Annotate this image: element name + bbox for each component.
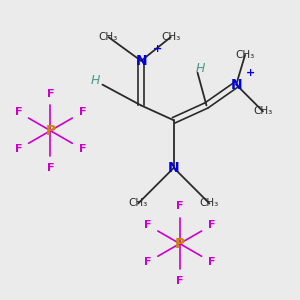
Text: F: F <box>79 144 86 154</box>
Text: +: + <box>153 44 162 54</box>
Text: CH₃: CH₃ <box>253 106 273 116</box>
Text: N: N <box>168 161 180 175</box>
Text: F: F <box>79 107 86 117</box>
Text: CH₃: CH₃ <box>128 199 148 208</box>
Text: F: F <box>176 202 184 212</box>
Text: F: F <box>144 220 151 230</box>
Text: CH₃: CH₃ <box>236 50 255 60</box>
Text: H: H <box>90 74 100 87</box>
Text: P: P <box>45 124 56 138</box>
Text: +: + <box>246 68 255 78</box>
Text: N: N <box>135 54 147 68</box>
Text: N: N <box>230 78 242 92</box>
Text: CH₃: CH₃ <box>161 32 180 42</box>
Text: P: P <box>175 237 185 250</box>
Text: F: F <box>144 257 151 267</box>
Text: F: F <box>14 107 22 117</box>
Text: CH₃: CH₃ <box>99 32 118 42</box>
Text: F: F <box>176 276 184 286</box>
Text: F: F <box>47 163 54 173</box>
Text: F: F <box>208 220 216 230</box>
Text: F: F <box>14 144 22 154</box>
Text: F: F <box>47 88 54 98</box>
Text: CH₃: CH₃ <box>200 199 219 208</box>
Text: F: F <box>208 257 216 267</box>
Text: H: H <box>196 62 205 75</box>
